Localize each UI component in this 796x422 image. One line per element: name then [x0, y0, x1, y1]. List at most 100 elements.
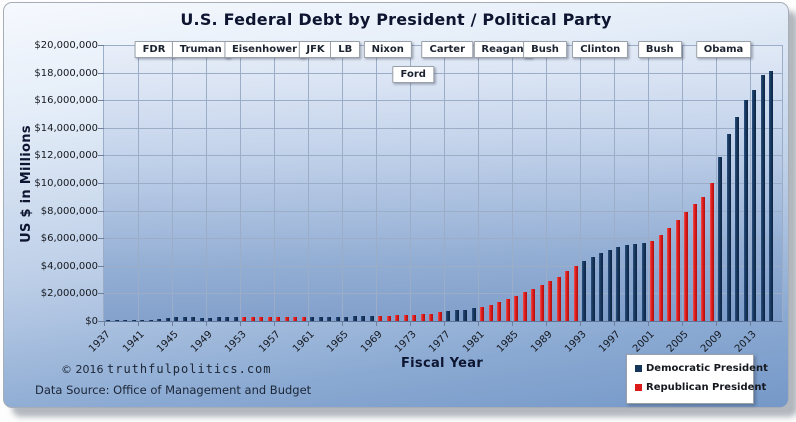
legend-item-republican: Republican President	[635, 382, 766, 393]
y-tick-label: $4,000,000	[40, 260, 98, 272]
debt-bar-2012	[743, 99, 748, 321]
president-label-nixon: Nixon	[363, 41, 412, 58]
x-tick-mark	[580, 321, 581, 326]
y-tick-mark	[98, 45, 104, 46]
republican-swatch-icon	[635, 384, 642, 391]
legend-box: Democratic President Republican Presiden…	[626, 354, 768, 404]
debt-bar-1953	[242, 317, 246, 321]
debt-bar-1995	[599, 253, 603, 321]
debt-bar-1977	[446, 311, 450, 321]
debt-bar-1951	[225, 317, 229, 321]
president-label-carter: Carter	[421, 41, 474, 58]
x-tick-mark	[716, 321, 717, 326]
copyright-year: © 2016	[61, 363, 107, 376]
y-tick-label: $2,000,000	[40, 288, 98, 300]
debt-bar-2006	[692, 204, 697, 321]
debt-bar-1943	[157, 319, 161, 321]
v-gridline	[240, 45, 241, 321]
debt-bar-1978	[454, 310, 459, 321]
v-gridline	[308, 45, 309, 321]
debt-bar-1983	[497, 302, 501, 321]
debt-bar-1998	[624, 245, 629, 321]
democratic-swatch-icon	[635, 365, 642, 372]
debt-bar-1973	[412, 314, 416, 321]
debt-bar-1999	[633, 243, 637, 321]
v-gridline	[546, 45, 547, 321]
debt-bar-2014	[760, 75, 765, 321]
debt-bar-1942	[148, 320, 153, 321]
debt-bar-1985	[514, 295, 518, 321]
v-gridline	[478, 45, 479, 321]
debt-bar-1957	[276, 317, 280, 321]
debt-bar-2011	[735, 117, 739, 321]
debt-bar-1988	[539, 285, 544, 321]
v-gridline	[342, 45, 343, 321]
y-tick-mark	[98, 321, 104, 322]
debt-bar-1945	[174, 317, 178, 321]
y-tick-mark	[98, 293, 104, 295]
x-tick-mark	[478, 321, 479, 326]
v-gridline	[716, 45, 717, 321]
president-label-jfk: JFK	[298, 41, 333, 58]
debt-bar-1965	[344, 316, 348, 321]
v-gridline	[648, 45, 649, 321]
x-tick-mark	[240, 321, 241, 326]
plot-area	[98, 45, 783, 326]
legend-label-republican: Republican President	[646, 382, 767, 393]
debt-bar-2002	[658, 235, 663, 321]
h-gridline	[104, 127, 782, 129]
x-tick-mark	[138, 321, 139, 326]
x-tick-mark	[546, 321, 547, 326]
h-gridline	[104, 265, 782, 267]
debt-bar-2013	[752, 90, 756, 321]
debt-bar-1958	[284, 317, 289, 321]
debt-bar-1941	[140, 320, 144, 321]
h-gridline	[104, 100, 782, 102]
debt-bar-1979	[463, 309, 467, 321]
x-tick-mark	[308, 321, 309, 326]
debt-bar-1967	[361, 316, 365, 321]
y-axis-tick-labels: $20,000,000 $18,000,000 $16,000,000 $14,000…	[4, 40, 98, 327]
v-gridline	[444, 45, 445, 321]
debt-bar-1991	[565, 271, 569, 321]
y-tick-mark	[98, 238, 104, 240]
president-label-obama: Obama	[695, 41, 752, 58]
x-tick-mark	[342, 321, 343, 326]
y-tick-label: $16,000,000	[34, 95, 98, 107]
h-gridline	[104, 183, 782, 184]
president-label-fdr: FDR	[134, 41, 174, 58]
debt-bar-1947	[191, 317, 195, 321]
debt-bar-1970	[386, 315, 391, 321]
y-tick-mark	[98, 210, 104, 212]
y-tick-mark	[98, 155, 104, 157]
debt-bar-1954	[250, 317, 255, 321]
debt-bar-1986	[522, 291, 527, 321]
x-tick-mark	[512, 321, 513, 326]
president-label-truman: Truman	[171, 41, 230, 58]
legend-item-democratic: Democratic President	[635, 363, 768, 374]
y-tick-label: $12,000,000	[34, 150, 98, 162]
debt-bar-1939	[123, 320, 127, 321]
debt-bar-1980	[471, 308, 476, 321]
site-link[interactable]: truthfulpolitics.com	[107, 362, 272, 376]
x-tick-mark	[172, 321, 173, 326]
debt-bar-1940	[131, 320, 136, 321]
president-label-lb: LB	[330, 41, 361, 58]
debt-bar-2007	[701, 197, 705, 321]
debt-bar-1959	[293, 317, 297, 321]
debt-bar-1981	[480, 307, 484, 321]
debt-bar-1938	[114, 320, 119, 321]
y-tick-mark	[98, 72, 104, 74]
v-gridline	[410, 45, 411, 321]
debt-bar-2010	[726, 134, 731, 321]
y-tick-label: $0	[85, 316, 98, 327]
y-tick-label: $10,000,000	[34, 178, 98, 189]
y-tick-label: $18,000,000	[34, 67, 98, 79]
x-tick-mark	[410, 321, 411, 326]
debt-bar-1976	[437, 312, 442, 321]
y-tick-mark	[98, 127, 104, 129]
y-tick-label: $20,000,000	[34, 40, 98, 51]
h-gridline	[104, 238, 782, 240]
h-gridline	[104, 72, 782, 74]
v-gridline	[138, 45, 139, 321]
